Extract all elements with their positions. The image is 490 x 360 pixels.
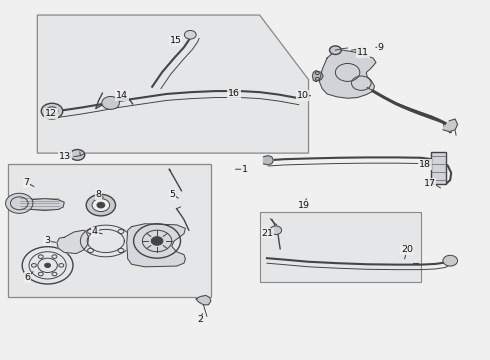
Circle shape [184, 31, 196, 39]
Circle shape [270, 226, 282, 234]
Text: 13: 13 [59, 152, 71, 161]
Text: 11: 11 [357, 48, 369, 57]
Polygon shape [127, 224, 185, 267]
Text: 2: 2 [197, 315, 203, 324]
Text: 19: 19 [297, 201, 310, 210]
Text: 4: 4 [92, 228, 98, 237]
Text: 9: 9 [378, 43, 384, 52]
Text: 20: 20 [401, 246, 413, 255]
Text: 18: 18 [419, 160, 431, 169]
Text: 5: 5 [170, 190, 176, 199]
FancyBboxPatch shape [260, 212, 421, 282]
Text: 17: 17 [424, 179, 436, 188]
FancyBboxPatch shape [431, 152, 446, 184]
Polygon shape [264, 156, 273, 165]
Polygon shape [319, 50, 376, 98]
Polygon shape [57, 230, 89, 253]
Text: 10: 10 [296, 91, 309, 100]
Circle shape [330, 46, 341, 54]
Polygon shape [16, 199, 64, 211]
Text: 21: 21 [262, 229, 273, 238]
Circle shape [45, 263, 50, 267]
Text: 16: 16 [228, 89, 240, 98]
Polygon shape [443, 119, 458, 132]
Circle shape [70, 149, 85, 160]
Circle shape [5, 193, 33, 213]
Text: 1: 1 [242, 165, 248, 174]
Text: 12: 12 [45, 109, 57, 118]
FancyBboxPatch shape [8, 164, 211, 297]
Circle shape [102, 96, 120, 109]
Circle shape [151, 237, 163, 245]
Text: 6: 6 [24, 273, 30, 282]
Text: 15: 15 [170, 36, 182, 45]
Circle shape [86, 194, 116, 216]
Text: 3: 3 [44, 237, 50, 246]
Circle shape [92, 199, 110, 212]
Polygon shape [37, 15, 309, 153]
Circle shape [443, 255, 458, 266]
Text: 14: 14 [116, 91, 128, 100]
Text: 8: 8 [96, 190, 101, 199]
Circle shape [41, 103, 63, 119]
Circle shape [97, 202, 105, 208]
Text: 7: 7 [24, 178, 29, 187]
Polygon shape [196, 296, 211, 305]
Polygon shape [313, 71, 323, 81]
